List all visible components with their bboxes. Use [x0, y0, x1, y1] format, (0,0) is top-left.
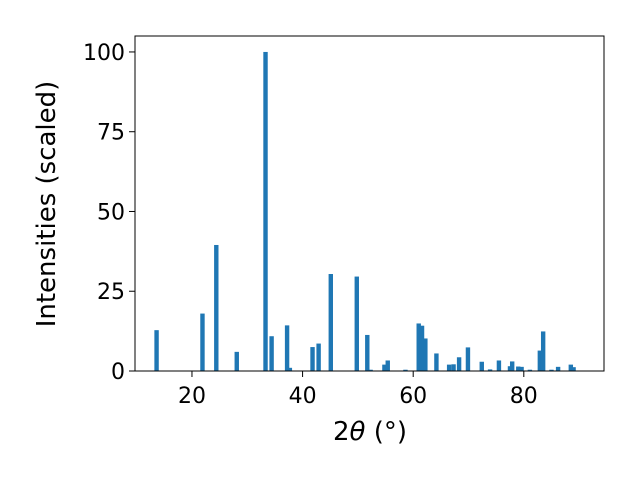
bar	[446, 364, 452, 371]
y-tick-label: 100	[83, 41, 125, 66]
bar	[571, 367, 576, 371]
x-tick-label: 60	[399, 384, 427, 409]
bar	[423, 338, 428, 371]
bar	[487, 369, 493, 371]
bar	[214, 244, 219, 371]
bar	[284, 325, 290, 371]
bar	[234, 351, 239, 371]
plot-frame	[134, 35, 605, 372]
bar	[479, 361, 484, 371]
bar	[451, 364, 456, 371]
bar	[416, 323, 421, 371]
bar	[316, 343, 321, 371]
bar	[365, 334, 370, 371]
x-axis-ticks: 20 40 60 80	[178, 371, 538, 409]
bar	[549, 369, 554, 371]
y-tick-label: 75	[97, 121, 125, 146]
bar	[354, 276, 359, 371]
bar	[516, 366, 521, 371]
bars-group	[154, 51, 576, 371]
bar	[310, 347, 315, 371]
x-tick-label: 80	[510, 384, 538, 409]
bar	[200, 313, 205, 371]
bar	[287, 367, 293, 371]
bar	[263, 51, 268, 371]
bar	[456, 357, 462, 371]
bar	[568, 364, 574, 371]
bar	[368, 369, 373, 371]
bar	[465, 347, 471, 371]
y-axis-ticks: 0 25 50 75 100	[83, 41, 135, 385]
bar	[496, 360, 502, 371]
bar	[527, 369, 533, 371]
bar	[507, 366, 513, 371]
bar	[269, 336, 274, 371]
y-tick-label: 0	[111, 360, 125, 385]
y-tick-label: 25	[97, 280, 125, 305]
y-tick-label: 50	[97, 200, 125, 225]
bar	[328, 274, 333, 371]
bar	[540, 331, 546, 371]
x-tick-label: 20	[178, 384, 206, 409]
bar	[382, 364, 387, 371]
y-axis-label: Intensities (scaled)	[32, 81, 62, 328]
bar	[537, 350, 543, 371]
bar	[403, 369, 408, 371]
bar	[154, 330, 159, 371]
x-tick-label: 40	[289, 384, 317, 409]
bar	[519, 366, 524, 371]
bar	[419, 325, 425, 371]
bar	[385, 360, 390, 371]
x-axis-label: 2θ (°)	[333, 417, 407, 447]
bar	[509, 361, 515, 371]
bar	[555, 366, 561, 371]
bar	[434, 353, 439, 371]
